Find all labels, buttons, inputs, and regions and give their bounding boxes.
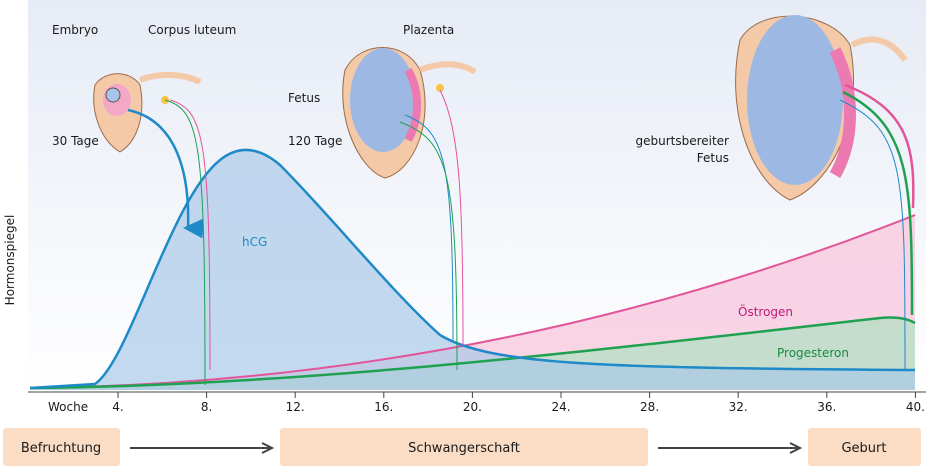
uterus-30 — [93, 72, 202, 153]
label: Plazenta — [403, 23, 454, 37]
uterus-120 — [342, 47, 477, 179]
stage-arrow — [130, 442, 275, 454]
label: Fetus — [288, 91, 320, 105]
estrogen-arrow — [169, 99, 211, 371]
label: Corpus luteum — [148, 23, 236, 37]
label: geburtsbereiter — [635, 134, 729, 148]
x-tick-label: 32. — [729, 400, 748, 414]
x-tick-label: 20. — [463, 400, 482, 414]
hcg-arrow-2 — [404, 114, 454, 341]
curve-label: hCG — [242, 235, 267, 249]
hcg-arrow — [127, 108, 204, 239]
x-tick-label: 28. — [640, 400, 659, 414]
x-tick-label: 16. — [374, 400, 393, 414]
label: 120 Tage — [288, 134, 342, 148]
stage-box — [808, 428, 921, 466]
x-tick-label: 4. — [112, 400, 123, 414]
x-tick-label: 40. — [906, 400, 925, 414]
hcg-area — [30, 149, 915, 390]
x-tick-label: 36. — [817, 400, 836, 414]
label: Fetus — [697, 151, 729, 165]
y-label: Hormonspiegel — [3, 215, 17, 306]
stage-box — [280, 428, 648, 466]
uterus-40 — [735, 15, 908, 201]
x-tick-label: 12. — [286, 400, 305, 414]
curve-label: Progesteron — [777, 346, 849, 360]
hcg-line — [29, 148, 916, 390]
progesterone-arrow-2 — [399, 121, 458, 371]
label: 30 Tage — [52, 134, 99, 148]
stage-arrow — [658, 442, 803, 454]
progesterone-arrow — [164, 99, 206, 386]
x-tick-label: 8. — [201, 400, 212, 414]
progesterone-line — [29, 316, 916, 390]
progesterone-arrow-3 — [842, 90, 914, 316]
label: Embryo — [52, 23, 98, 37]
estrogen-arrow-2 — [439, 89, 464, 346]
estrogen-arrow-3 — [844, 83, 915, 209]
stage: Schwangerschaft — [408, 441, 520, 456]
hcg-arrow-3 — [839, 99, 906, 371]
stage: Geburt — [841, 441, 886, 456]
curve-label: Östrogen — [738, 303, 793, 319]
x-label: Woche — [48, 400, 88, 414]
stage: Befruchtung — [21, 441, 101, 456]
stage-box — [3, 428, 120, 466]
x-tick-label: 24. — [551, 400, 570, 414]
